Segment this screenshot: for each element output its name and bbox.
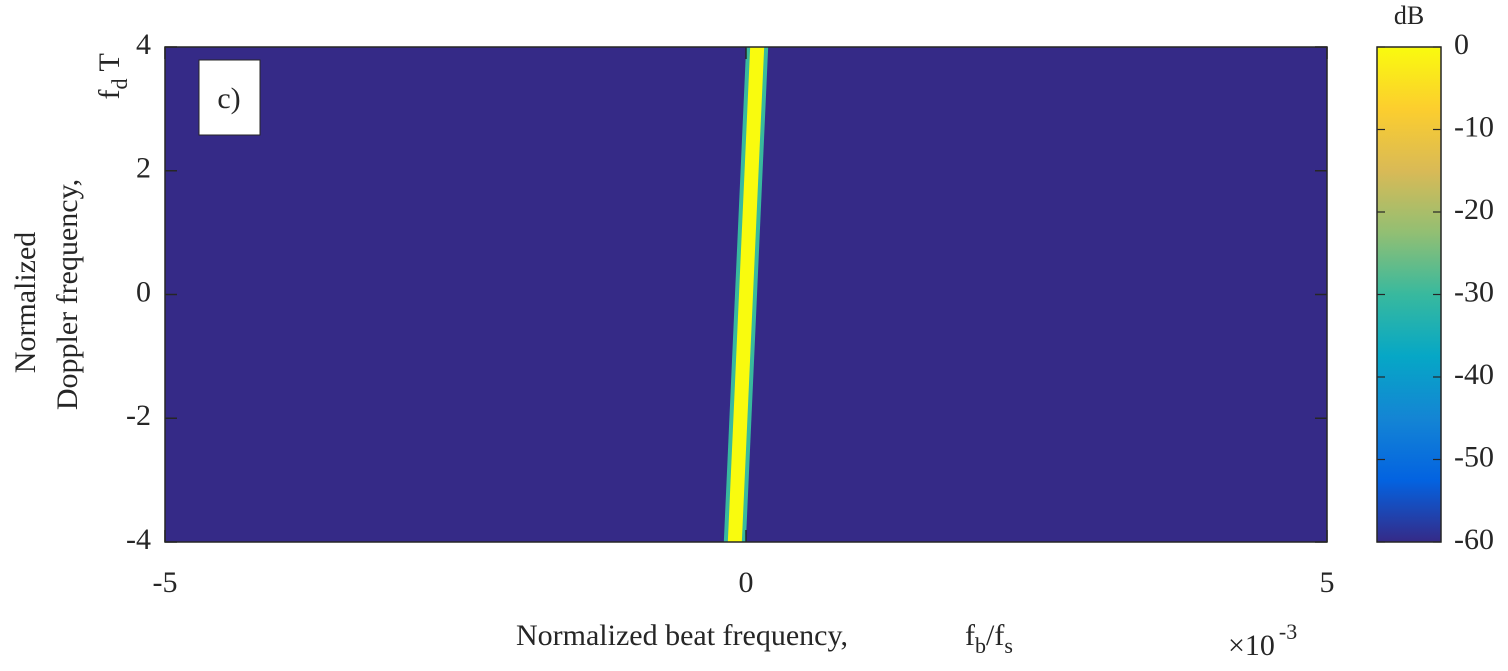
- plot-area: [165, 47, 1327, 542]
- x-tick-label: 5: [1320, 566, 1335, 599]
- y-axis-label-line: Normalized: [9, 232, 42, 374]
- colorbar-tick-label: -10: [1454, 110, 1494, 143]
- symbol-part: T: [93, 53, 126, 78]
- y-axis-symbol: fd T: [93, 53, 132, 99]
- x-axis-label: Normalized beat frequency,: [516, 619, 848, 652]
- colorbar-tick-label: -20: [1454, 193, 1494, 226]
- colorbar-tick-label: -40: [1454, 358, 1494, 391]
- symbol-part: /f: [986, 619, 1004, 652]
- symbol-part: b: [975, 633, 986, 658]
- y-axis-label: Normalized Doppler frequency, fd T: [9, 53, 132, 410]
- symbol-part: s: [1004, 633, 1013, 658]
- symbol-part: d: [107, 79, 132, 90]
- x-axis-symbol: fb/fs: [965, 619, 1013, 658]
- colorbar: [1376, 46, 1442, 543]
- colorbar-label: dB: [1394, 1, 1424, 30]
- symbol-part: f: [93, 90, 126, 100]
- y-tick-label: 2: [136, 152, 151, 185]
- x-multiplier: ×10 -3: [1228, 619, 1297, 662]
- y-tick-label: -2: [126, 399, 151, 432]
- colorbar-tick-label: 0: [1454, 28, 1469, 61]
- x-tick-label: -5: [153, 566, 178, 599]
- multiplier-exponent: -3: [1279, 619, 1297, 644]
- annotation: c): [217, 82, 240, 115]
- colorbar-tick-label: -60: [1454, 523, 1494, 556]
- y-axis-label-line: Doppler frequency,: [51, 179, 84, 410]
- symbol-part: f: [965, 619, 975, 652]
- y-tick-label: 4: [136, 28, 151, 61]
- y-tick-label: -4: [126, 523, 151, 556]
- annotation-box: [198, 59, 261, 136]
- ridge: [727, 47, 765, 542]
- y-tick-label: 0: [136, 275, 151, 308]
- x-tick-label: 0: [739, 566, 754, 599]
- multiplier-base: ×10: [1228, 629, 1275, 662]
- colorbar-tick-label: -30: [1454, 275, 1494, 308]
- colorbar-tick-label: -50: [1454, 440, 1494, 473]
